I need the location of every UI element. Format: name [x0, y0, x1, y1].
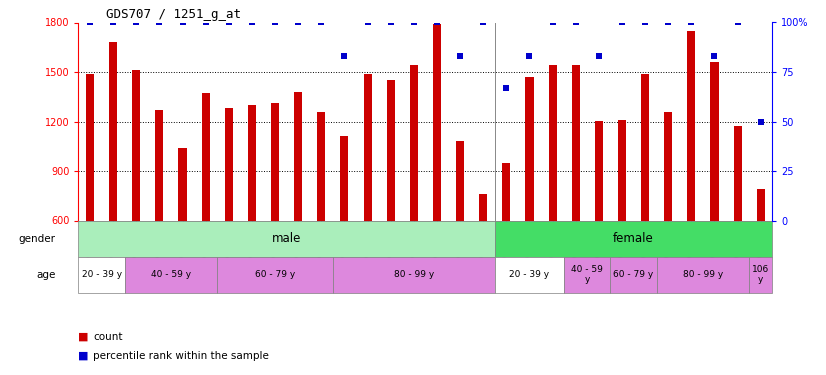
Text: percentile rank within the sample: percentile rank within the sample: [93, 351, 269, 361]
Bar: [618, 120, 626, 220]
Bar: [155, 110, 164, 220]
Bar: [595, 122, 603, 220]
Bar: [495, 220, 772, 256]
Text: ■: ■: [78, 351, 89, 361]
Bar: [109, 42, 117, 220]
Text: 40 - 59 y: 40 - 59 y: [151, 270, 191, 279]
Bar: [387, 80, 395, 220]
Bar: [548, 65, 557, 220]
Bar: [363, 74, 372, 220]
Text: 20 - 39 y: 20 - 39 y: [510, 270, 549, 279]
Bar: [317, 112, 325, 220]
Text: male: male: [272, 232, 301, 245]
Text: 40 - 59
y: 40 - 59 y: [572, 265, 603, 284]
Bar: [271, 104, 279, 220]
Text: count: count: [93, 332, 123, 342]
Bar: [178, 148, 187, 220]
Bar: [657, 256, 749, 292]
Text: female: female: [613, 232, 654, 245]
Text: age: age: [36, 270, 55, 279]
Text: 80 - 99 y: 80 - 99 y: [394, 270, 434, 279]
Bar: [641, 74, 649, 220]
Bar: [687, 31, 695, 220]
Bar: [78, 256, 125, 292]
Bar: [664, 112, 672, 220]
Bar: [433, 24, 441, 220]
Bar: [225, 108, 233, 220]
Bar: [749, 256, 772, 292]
Bar: [572, 65, 580, 220]
Text: 60 - 79 y: 60 - 79 y: [255, 270, 295, 279]
Bar: [733, 126, 742, 220]
Bar: [479, 194, 487, 220]
Bar: [202, 93, 210, 220]
Bar: [340, 136, 349, 220]
Bar: [86, 74, 94, 220]
Text: GDS707 / 1251_g_at: GDS707 / 1251_g_at: [107, 8, 241, 21]
Bar: [495, 256, 564, 292]
Bar: [710, 62, 719, 220]
Bar: [125, 256, 217, 292]
Bar: [333, 256, 495, 292]
Bar: [410, 65, 418, 220]
Bar: [456, 141, 464, 220]
Bar: [217, 256, 333, 292]
Bar: [757, 189, 765, 220]
Text: gender: gender: [18, 234, 55, 243]
Text: 106
y: 106 y: [752, 265, 769, 284]
Bar: [132, 70, 140, 220]
Bar: [294, 92, 302, 220]
Bar: [564, 256, 610, 292]
Bar: [502, 163, 510, 220]
Text: 80 - 99 y: 80 - 99 y: [683, 270, 723, 279]
Text: 20 - 39 y: 20 - 39 y: [82, 270, 121, 279]
Bar: [78, 220, 495, 256]
Text: ■: ■: [78, 332, 89, 342]
Bar: [610, 256, 657, 292]
Bar: [248, 105, 256, 220]
Bar: [525, 77, 534, 220]
Text: 60 - 79 y: 60 - 79 y: [614, 270, 653, 279]
